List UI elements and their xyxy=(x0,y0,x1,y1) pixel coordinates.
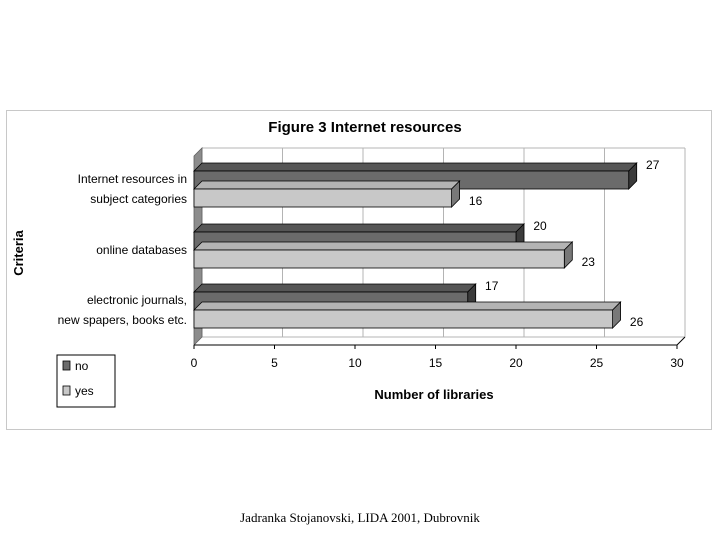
x-axis-depth xyxy=(676,336,686,346)
x-axis-label: Number of libraries xyxy=(374,387,493,402)
legend-label-no: no xyxy=(75,359,89,373)
footer-credit: Jadranka Stojanovski, LIDA 2001, Dubrovn… xyxy=(240,510,480,525)
bar-yes xyxy=(193,309,614,329)
chart-title: Figure 3 Internet resources xyxy=(268,119,461,136)
legend-label-yes: yes xyxy=(75,384,94,398)
bar-top-face xyxy=(193,241,574,251)
category-label: online databases xyxy=(96,243,187,257)
data-label: 16 xyxy=(469,194,483,208)
data-label: 23 xyxy=(582,255,596,269)
category-label: new spapers, books etc. xyxy=(58,313,187,327)
chart-frame: Figure 3 Internet resources 0 5 10 15 20 25 30 N… xyxy=(6,110,712,430)
bar-top-face xyxy=(193,180,461,190)
category-label: Internet resources in xyxy=(78,172,187,186)
data-label: 20 xyxy=(533,219,547,233)
x-tick-label: 5 xyxy=(271,356,278,370)
x-tick-label: 25 xyxy=(590,356,604,370)
bar-top-face xyxy=(193,301,622,311)
bar-yes xyxy=(193,249,565,269)
x-tick-label: 0 xyxy=(191,356,198,370)
y-axis-label: Criteria xyxy=(11,229,26,275)
bar-yes xyxy=(193,188,453,208)
bar-top-face xyxy=(193,223,525,233)
bar-top-face xyxy=(193,162,638,172)
legend-swatch-yes xyxy=(62,385,71,396)
bar-chart: Figure 3 Internet resources 0 5 10 15 20 25 30 N… xyxy=(11,119,686,408)
x-tick-label: 15 xyxy=(429,356,443,370)
x-tick-label: 20 xyxy=(509,356,523,370)
x-tick-label: 10 xyxy=(348,356,362,370)
x-tick-label: 30 xyxy=(670,356,684,370)
category-label: electronic journals, xyxy=(87,293,187,307)
legend-swatch-no xyxy=(62,360,71,371)
data-label: 17 xyxy=(485,279,499,293)
data-label: 26 xyxy=(630,315,644,329)
data-label: 27 xyxy=(646,158,660,172)
category-label: subject categories xyxy=(90,192,187,206)
bar-top-face xyxy=(193,283,477,293)
